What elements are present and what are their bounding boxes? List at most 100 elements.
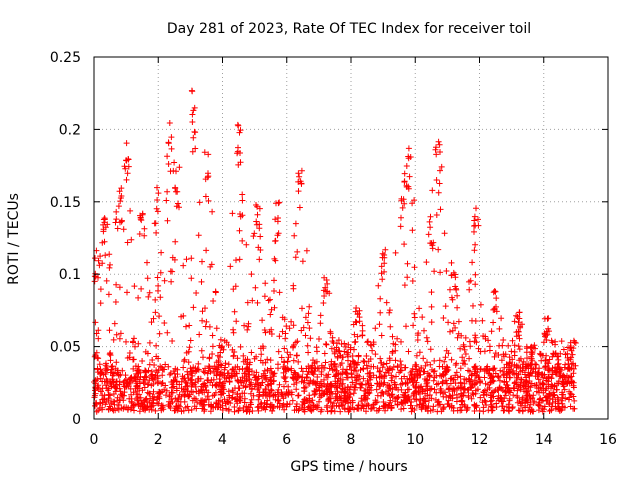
data-point [187, 337, 194, 344]
data-point [203, 318, 210, 325]
data-point [416, 401, 423, 408]
data-point [360, 358, 367, 364]
data-point [181, 392, 188, 399]
data-point [438, 163, 445, 170]
data-point [258, 351, 265, 358]
data-point [229, 210, 236, 217]
data-point [152, 220, 159, 227]
data-point [467, 384, 474, 391]
data-point [367, 341, 374, 348]
data-point [324, 374, 331, 381]
data-point [168, 134, 175, 141]
data-point [267, 311, 274, 318]
data-point [230, 329, 237, 336]
data-point [516, 398, 523, 405]
data-point [92, 319, 99, 326]
y-tick-label: 0 [72, 412, 81, 428]
data-point [154, 375, 161, 382]
data-point [334, 393, 341, 400]
data-point [565, 365, 572, 372]
data-point [206, 323, 213, 330]
data-point [389, 350, 396, 356]
data-point [353, 368, 360, 375]
data-point [355, 310, 361, 317]
data-point [331, 400, 337, 407]
data-point [103, 382, 109, 389]
data-point [321, 293, 328, 299]
data-point [533, 361, 540, 368]
data-point [187, 365, 194, 372]
data-point [92, 402, 98, 409]
data-point [113, 281, 120, 288]
data-point [134, 394, 141, 401]
data-point [100, 226, 107, 233]
data-point [296, 173, 303, 180]
data-point [267, 296, 273, 303]
data-point [491, 288, 498, 295]
data-point [176, 381, 183, 388]
data-point [228, 395, 235, 402]
data-point [340, 354, 346, 361]
data-point [162, 382, 169, 389]
data-point [389, 333, 396, 340]
data-point [141, 232, 148, 239]
data-point [220, 380, 227, 387]
data-point [402, 397, 409, 404]
x-tick-label: 0 [90, 432, 99, 448]
data-point [549, 371, 556, 378]
data-point [263, 391, 270, 398]
data-point [381, 379, 388, 386]
data-point [122, 372, 129, 379]
data-point [212, 381, 219, 388]
data-point [450, 385, 457, 392]
data-point [442, 354, 449, 361]
data-point [394, 395, 401, 401]
data-point [466, 368, 473, 375]
data-point [471, 213, 478, 220]
data-point [251, 230, 258, 237]
y-tick-label: 0.15 [50, 195, 81, 211]
data-point [416, 349, 423, 356]
data-point [341, 395, 348, 401]
x-tick-label: 8 [347, 432, 356, 448]
data-point [130, 339, 136, 346]
data-point [305, 310, 312, 317]
data-point [218, 389, 225, 396]
data-point [262, 329, 269, 336]
data-point [180, 364, 187, 371]
data-point [152, 309, 159, 316]
data-point [282, 374, 289, 380]
data-point [153, 342, 160, 349]
data-point [548, 385, 554, 392]
data-point [205, 363, 212, 370]
data-point [168, 389, 175, 396]
y-axis-label: ROTI / TECUs [6, 193, 22, 285]
data-point [291, 381, 297, 388]
data-point [433, 381, 440, 388]
data-point [306, 380, 313, 387]
data-point [394, 364, 401, 371]
data-point [294, 375, 301, 382]
data-point [454, 304, 461, 311]
data-point [311, 391, 318, 398]
data-point [477, 378, 484, 385]
data-point [261, 327, 268, 333]
data-point [255, 407, 262, 414]
data-point [511, 385, 518, 392]
data-point [204, 393, 211, 400]
data-point [556, 366, 563, 373]
data-point [281, 383, 287, 390]
data-point [551, 383, 558, 390]
data-point [102, 252, 109, 259]
data-point [439, 378, 446, 385]
data-point [477, 301, 484, 308]
grid [94, 57, 608, 419]
data-point [145, 293, 152, 300]
data-point [491, 388, 498, 395]
data-point [374, 399, 380, 405]
data-point [511, 379, 518, 386]
data-point [544, 315, 551, 322]
data-point [164, 329, 171, 336]
data-point [472, 281, 479, 288]
data-point [477, 365, 484, 372]
